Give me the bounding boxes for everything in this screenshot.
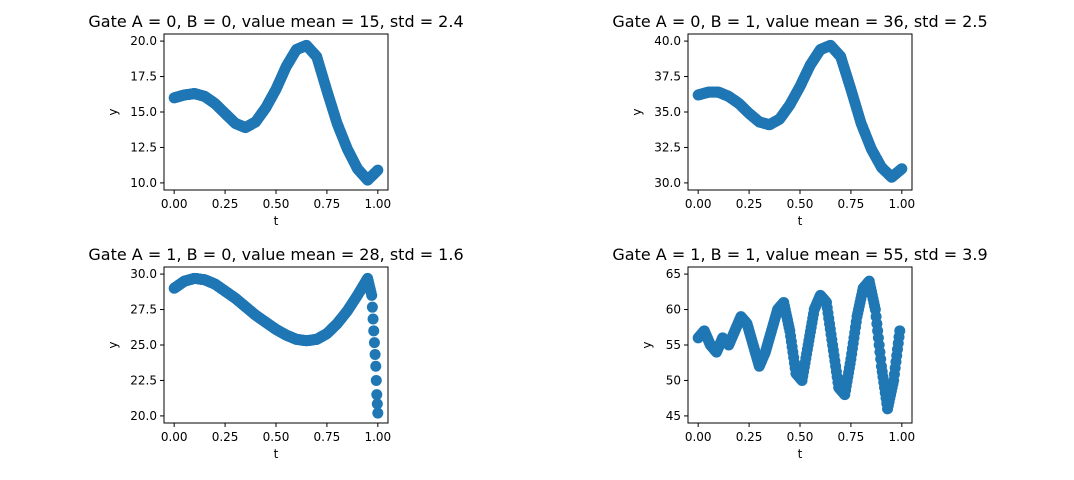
- x-axis-label: t: [798, 447, 803, 461]
- x-tick-label: 0.25: [736, 197, 763, 211]
- x-tick-label: 0.50: [787, 197, 814, 211]
- y-tick-label: 30.0: [654, 176, 681, 190]
- x-tick-label: 0.50: [263, 197, 290, 211]
- subplot-a0-b0: Gate A = 0, B = 0, value mean = 15, std …: [88, 12, 463, 228]
- y-tick-label: 22.5: [130, 373, 157, 387]
- data-point: [367, 313, 379, 325]
- x-tick-label: 0.00: [685, 197, 712, 211]
- x-tick-label: 0.75: [314, 197, 341, 211]
- y-tick-label: 12.5: [130, 140, 157, 154]
- data-point: [371, 389, 383, 401]
- data-point: [368, 337, 380, 349]
- x-tick-label: 0.50: [787, 430, 814, 444]
- subplot-title: Gate A = 0, B = 0, value mean = 15, std …: [88, 12, 463, 31]
- data-points: [168, 272, 384, 419]
- y-tick-label: 17.5: [130, 70, 157, 84]
- data-points: [168, 39, 384, 186]
- y-tick-label: 55: [666, 338, 681, 352]
- y-tick-label: 30.0: [130, 267, 157, 281]
- x-axis-label: t: [798, 214, 803, 228]
- y-tick-label: 65: [666, 267, 681, 281]
- y-tick-label: 50: [666, 373, 681, 387]
- subplot-title: Gate A = 0, B = 1, value mean = 36, std …: [612, 12, 987, 31]
- x-axis-label: t: [274, 447, 279, 461]
- y-tick-label: 10.0: [130, 176, 157, 190]
- data-points: [692, 39, 908, 183]
- data-point: [371, 398, 383, 410]
- subplot-title: Gate A = 1, B = 0, value mean = 28, std …: [88, 245, 463, 264]
- y-tick-label: 60: [666, 303, 681, 317]
- y-tick-label: 35.0: [654, 105, 681, 119]
- data-point: [372, 407, 384, 419]
- x-tick-label: 1.00: [888, 197, 915, 211]
- x-tick-label: 0.25: [736, 430, 763, 444]
- y-axis-label: y: [106, 341, 120, 348]
- x-tick-label: 0.00: [161, 197, 188, 211]
- x-tick-label: 1.00: [888, 430, 915, 444]
- x-tick-label: 0.75: [838, 430, 865, 444]
- data-point: [366, 301, 378, 313]
- subplot-a1-b0: Gate A = 1, B = 0, value mean = 28, std …: [88, 245, 463, 461]
- x-tick-label: 0.00: [161, 430, 188, 444]
- x-tick-label: 0.25: [212, 197, 239, 211]
- data-point: [372, 164, 384, 176]
- y-tick-label: 20.0: [130, 409, 157, 423]
- y-tick-label: 40.0: [654, 34, 681, 48]
- subplot-a1-b1: Gate A = 1, B = 1, value mean = 55, std …: [612, 245, 987, 461]
- y-tick-label: 45: [666, 409, 681, 423]
- data-point: [894, 325, 906, 337]
- data-point: [370, 374, 382, 386]
- y-tick-label: 27.5: [130, 303, 157, 317]
- subplot-a0-b1: Gate A = 0, B = 1, value mean = 36, std …: [612, 12, 987, 228]
- data-point: [370, 360, 382, 372]
- y-axis-label: y: [630, 108, 644, 115]
- x-tick-label: 0.75: [838, 197, 865, 211]
- data-point: [366, 289, 378, 301]
- x-tick-label: 0.50: [263, 430, 290, 444]
- y-axis-label: y: [640, 341, 654, 348]
- x-tick-label: 0.00: [685, 430, 712, 444]
- data-point: [896, 163, 908, 175]
- data-points: [692, 275, 906, 415]
- y-tick-label: 32.5: [654, 140, 681, 154]
- x-axis-label: t: [274, 214, 279, 228]
- y-tick-label: 15.0: [130, 105, 157, 119]
- y-tick-label: 25.0: [130, 338, 157, 352]
- y-tick-label: 20.0: [130, 34, 157, 48]
- x-tick-label: 0.75: [314, 430, 341, 444]
- x-tick-label: 1.00: [364, 197, 391, 211]
- y-axis-label: y: [106, 108, 120, 115]
- data-point: [369, 348, 381, 360]
- y-tick-label: 37.5: [654, 70, 681, 84]
- subplot-title: Gate A = 1, B = 1, value mean = 55, std …: [612, 245, 987, 264]
- data-point: [368, 325, 380, 337]
- x-tick-label: 1.00: [364, 430, 391, 444]
- x-tick-label: 0.25: [212, 430, 239, 444]
